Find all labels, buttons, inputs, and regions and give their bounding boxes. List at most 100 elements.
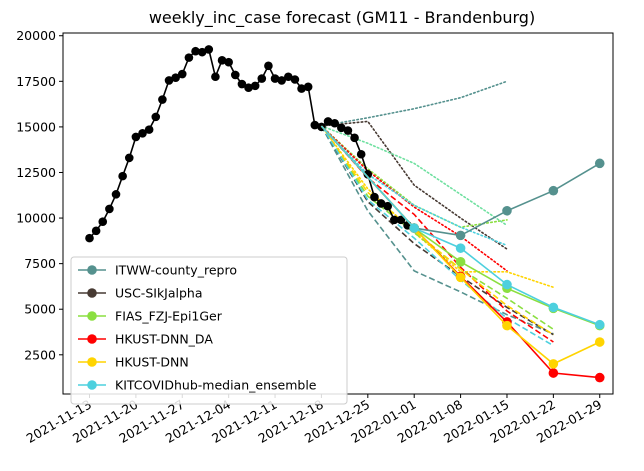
truth-point	[217, 56, 227, 65]
truth-point	[264, 61, 273, 71]
series-point	[502, 205, 512, 216]
chart-title: weekly_inc_case forecast (GM11 - Branden…	[149, 8, 535, 28]
series-point	[455, 272, 466, 283]
truth-point	[131, 132, 141, 142]
series-point	[594, 158, 605, 169]
dotted-projection-line	[320, 125, 508, 229]
dashed-projections	[320, 125, 554, 347]
dashed-projection-line	[320, 125, 554, 336]
series-point	[594, 372, 605, 383]
dotted-projection-line	[320, 80, 508, 127]
series-point	[502, 279, 512, 290]
truth-point	[91, 226, 101, 236]
truth-point	[204, 45, 214, 54]
series-point	[502, 320, 512, 331]
y-axis: 2500 5000 7500 10000 12500 15000 17500 20000	[16, 28, 63, 362]
dotted-projection-line	[320, 125, 508, 247]
legend-label: ITWW-county_repro	[115, 263, 237, 278]
truth-point	[230, 70, 240, 80]
truth-point	[191, 46, 200, 56]
truth-point	[343, 126, 353, 135]
truth-point	[356, 149, 366, 159]
legend-label: USC-SIkJalpha	[115, 286, 203, 301]
legend-marker	[87, 265, 97, 275]
truth-point	[350, 133, 359, 143]
forecast-series	[320, 125, 605, 383]
truth-point	[151, 112, 161, 122]
truth-point	[250, 81, 260, 91]
series-point	[594, 337, 605, 347]
truth-point	[323, 117, 333, 126]
truth-point	[284, 72, 293, 82]
truth-point	[310, 120, 320, 130]
legend-marker	[87, 334, 97, 344]
truth-point	[144, 125, 154, 134]
legend-label: KITCOVIDhub-median_ensemble	[115, 378, 317, 393]
y-tick-label: 7500	[24, 256, 56, 271]
dashed-projection-line	[320, 125, 554, 330]
legend-label: FIAS_FZJ-Epi1Ger	[115, 309, 223, 324]
series-point	[594, 319, 605, 330]
series-point	[548, 368, 559, 378]
series-point	[409, 223, 420, 233]
dashed-projection-line	[320, 125, 554, 335]
truth-point	[224, 57, 233, 67]
truth-point	[237, 79, 247, 89]
truth-point	[184, 53, 194, 62]
truth-point	[164, 76, 174, 85]
truth-point	[177, 69, 187, 79]
dashed-projection-line	[320, 125, 554, 336]
y-tick-label: 17500	[16, 74, 56, 89]
y-tick-label: 5000	[24, 302, 56, 317]
truth-point	[396, 215, 406, 225]
truth-point	[330, 118, 339, 128]
truth-point	[363, 170, 373, 179]
truth-series	[85, 45, 412, 243]
y-tick-label: 10000	[16, 211, 56, 226]
legend-marker	[87, 311, 97, 321]
truth-point	[383, 201, 392, 211]
truth-point	[118, 171, 127, 181]
truth-point	[376, 199, 386, 208]
truth-point	[257, 74, 267, 83]
dotted-projection-line	[320, 125, 508, 272]
legend-marker	[87, 288, 97, 298]
legend-marker	[87, 380, 97, 390]
series-point	[548, 185, 559, 196]
truth-point	[277, 76, 286, 85]
truth-point	[85, 233, 94, 243]
truth-point	[270, 74, 280, 83]
truth-point	[171, 73, 180, 82]
series-point	[455, 230, 466, 241]
series-point	[548, 302, 559, 313]
truth-line	[88, 48, 409, 239]
truth-point	[290, 75, 300, 84]
truth-point	[303, 82, 313, 92]
truth-point	[211, 72, 220, 82]
y-tick-label: 2500	[24, 347, 56, 362]
series-line	[320, 125, 600, 326]
legend-label: HKUST-DNN_DA	[115, 332, 213, 347]
truth-point	[98, 217, 108, 227]
legend-marker	[87, 357, 97, 367]
truth-point	[138, 128, 147, 138]
truth-point	[244, 83, 253, 92]
y-tick-label: 20000	[16, 28, 56, 43]
series-point	[548, 359, 559, 369]
dotted-projections	[320, 80, 555, 289]
truth-point	[158, 95, 167, 104]
series-point	[455, 257, 466, 267]
truth-point	[197, 47, 207, 57]
truth-point	[111, 190, 121, 199]
legend: ITWW-county_repro USC-SIkJalpha FIAS_FZJ-E…	[70, 256, 348, 405]
y-tick-label: 15000	[16, 119, 56, 134]
truth-point	[297, 84, 306, 93]
truth-point	[337, 123, 346, 133]
truth-point	[105, 204, 114, 214]
truth-point	[390, 215, 399, 225]
dotted-projection-line	[320, 125, 555, 289]
truth-point	[370, 192, 379, 202]
dashed-projection-line	[320, 125, 554, 347]
